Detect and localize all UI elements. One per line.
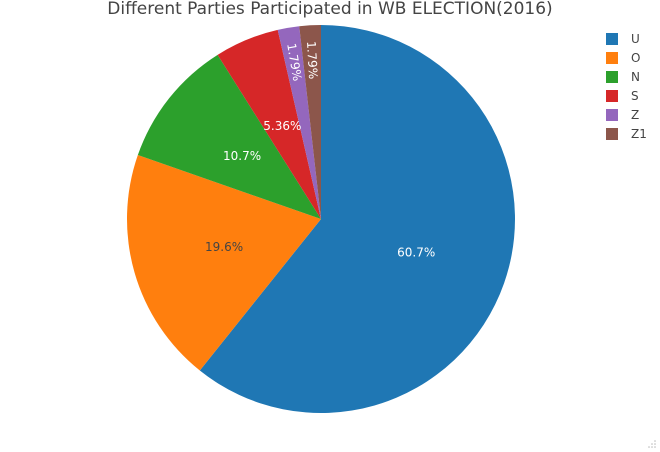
legend-label-n[interactable]: N [631, 70, 640, 84]
legend-swatch-s[interactable] [606, 90, 618, 102]
pie-slices [127, 25, 515, 413]
legend-label-u[interactable]: U [631, 32, 640, 46]
resize-handle-icon[interactable] [646, 438, 656, 448]
pie-slice-u[interactable] [199, 25, 515, 413]
pie-slice-s[interactable] [217, 29, 321, 219]
slice-label-s: 5.36% [263, 119, 301, 133]
legend-swatch-z1[interactable] [606, 128, 618, 140]
chart-title: Different Parties Participated in WB ELE… [107, 0, 552, 19]
legend-swatch-n[interactable] [606, 71, 618, 83]
slice-label-z1: 1.79% [304, 41, 320, 80]
legend-swatch-z[interactable] [606, 109, 618, 121]
pie-slice-n[interactable] [137, 54, 321, 220]
legend-label-o[interactable]: O [631, 51, 640, 65]
legend-swatch-o[interactable] [606, 52, 618, 64]
legend-label-s[interactable]: S [631, 89, 639, 103]
slice-label-o: 19.6% [205, 240, 243, 254]
pie-slice-z[interactable] [277, 26, 321, 219]
pie-slice-o[interactable] [127, 155, 321, 371]
legend-label-z[interactable]: Z [631, 108, 639, 122]
legend-swatch-u[interactable] [606, 33, 618, 45]
slice-label-n: 10.7% [223, 149, 261, 163]
pie-slice-z1[interactable] [299, 25, 321, 219]
slice-label-z: 1.79% [284, 42, 304, 82]
slice-labels: 60.7% 19.6% 10.7% 5.36% 1.79% 1.79% [205, 41, 435, 260]
legend-label-z1[interactable]: Z1 [631, 127, 647, 141]
slice-label-u: 60.7% [397, 245, 435, 259]
